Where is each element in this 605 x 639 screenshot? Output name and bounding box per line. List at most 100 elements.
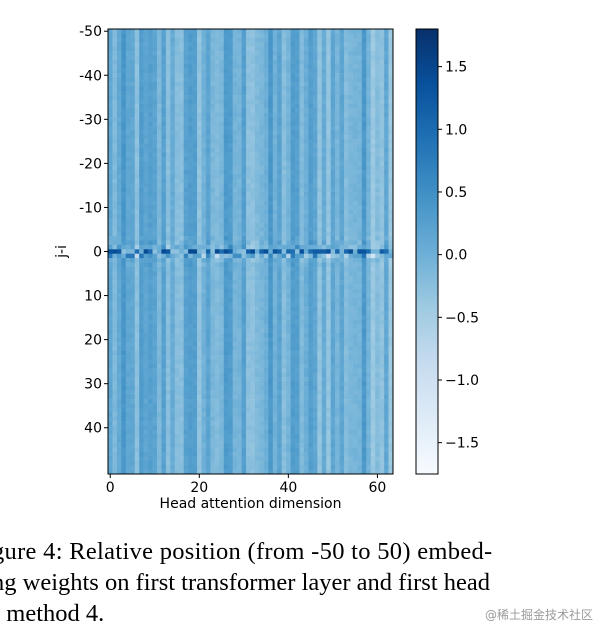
- heatmap-cell: [232, 130, 238, 136]
- heatmap-cell: [219, 262, 225, 268]
- heatmap-cell: [179, 33, 184, 39]
- heatmap-cell: [197, 236, 202, 241]
- heatmap-cell: [379, 271, 385, 277]
- heatmap-cell: [130, 152, 136, 158]
- heatmap-cell: [214, 161, 220, 166]
- heatmap-cell: [188, 152, 193, 158]
- heatmap-cell: [348, 90, 354, 96]
- heatmap-cell: [214, 99, 220, 105]
- heatmap-cell: [277, 68, 282, 74]
- heatmap-cell: [272, 103, 278, 109]
- heatmap-cell: [357, 205, 363, 210]
- heatmap-cell: [116, 333, 122, 338]
- heatmap-cell: [259, 147, 265, 153]
- heatmap-cell: [295, 130, 300, 136]
- heatmap-cell: [344, 112, 349, 118]
- heatmap-cell: [357, 95, 363, 100]
- heatmap-cell: [339, 103, 345, 109]
- heatmap-cell: [192, 95, 198, 100]
- heatmap-cell: [375, 33, 380, 39]
- heatmap-cell: [348, 319, 354, 325]
- heatmap-cell: [281, 192, 287, 197]
- heatmap-cell: [379, 341, 385, 347]
- heatmap-cell: [263, 103, 269, 109]
- heatmap-cell: [312, 86, 318, 91]
- heatmap-cell: [143, 37, 149, 43]
- heatmap-cell: [125, 152, 131, 158]
- heatmap-cell: [317, 209, 323, 215]
- heatmap-cell: [125, 266, 131, 272]
- heatmap-cell: [246, 103, 251, 109]
- heatmap-cell: [268, 108, 274, 114]
- heatmap-cell: [188, 284, 193, 290]
- heatmap-cell: [223, 64, 229, 69]
- heatmap-cell: [170, 108, 176, 114]
- heatmap-cell: [108, 280, 113, 285]
- heatmap-cell: [165, 262, 171, 268]
- heatmap-cell: [223, 81, 229, 87]
- heatmap-cell: [152, 174, 158, 180]
- heatmap-cell: [192, 73, 198, 78]
- heatmap-cell: [188, 86, 193, 91]
- heatmap-cell: [192, 103, 198, 109]
- heatmap-cell: [188, 130, 193, 136]
- heatmap-cell: [281, 183, 287, 188]
- heatmap-cell: [348, 139, 354, 144]
- heatmap-cell: [134, 90, 140, 96]
- heatmap-cell: [375, 183, 380, 188]
- heatmap-cell: [348, 95, 354, 100]
- heatmap-cell: [143, 187, 149, 193]
- heatmap-cell: [281, 33, 287, 39]
- heatmap-cell: [192, 112, 198, 118]
- heatmap-cell: [361, 196, 367, 202]
- heatmap-cell: [299, 324, 305, 329]
- heatmap-cell: [134, 86, 140, 91]
- heatmap-cell: [228, 324, 233, 329]
- heatmap-cell: [281, 178, 287, 184]
- heatmap-cell: [344, 139, 349, 144]
- heatmap-cell: [228, 46, 233, 52]
- heatmap-cell: [388, 42, 394, 47]
- heatmap-cell: [201, 192, 207, 197]
- heatmap-cell: [143, 328, 149, 334]
- heatmap-cell: [174, 46, 180, 52]
- heatmap-cell: [130, 288, 136, 294]
- heatmap-cell: [375, 174, 380, 180]
- heatmap-cell: [308, 95, 314, 100]
- heatmap-cell: [156, 169, 162, 175]
- heatmap-cell: [339, 130, 345, 136]
- heatmap-cell: [326, 130, 331, 136]
- heatmap-cell: [116, 125, 122, 131]
- heatmap-cell: [375, 99, 380, 105]
- heatmap-cell: [179, 337, 184, 343]
- heatmap-cell: [312, 156, 318, 162]
- heatmap-cell: [312, 29, 318, 34]
- heatmap-cell: [303, 319, 309, 325]
- heatmap-cell: [152, 346, 158, 351]
- heatmap-cell: [188, 359, 193, 365]
- heatmap-cell: [197, 90, 202, 96]
- heatmap-cell: [139, 293, 144, 299]
- heatmap-cell: [384, 161, 389, 166]
- heatmap-cell: [223, 284, 229, 290]
- heatmap-cell: [116, 165, 122, 171]
- heatmap-cell: [205, 147, 211, 153]
- heatmap-cell: [183, 218, 189, 224]
- heatmap-cell: [384, 64, 389, 69]
- heatmap-cell: [277, 302, 282, 307]
- heatmap-cell: [339, 165, 345, 171]
- heatmap-cell: [352, 310, 358, 316]
- heatmap-cell: [179, 174, 184, 180]
- heatmap-cell: [254, 253, 260, 259]
- heatmap-cell: [379, 51, 385, 56]
- heatmap-cell: [228, 337, 233, 343]
- heatmap-cell: [156, 117, 162, 122]
- heatmap-cell: [121, 218, 127, 224]
- heatmap-cell: [192, 240, 198, 246]
- heatmap-cell: [268, 125, 274, 131]
- heatmap-cell: [219, 240, 225, 246]
- heatmap-cell: [348, 64, 354, 69]
- heatmap-cell: [205, 200, 211, 206]
- heatmap-cell: [250, 262, 256, 268]
- heatmap-cell: [290, 275, 296, 281]
